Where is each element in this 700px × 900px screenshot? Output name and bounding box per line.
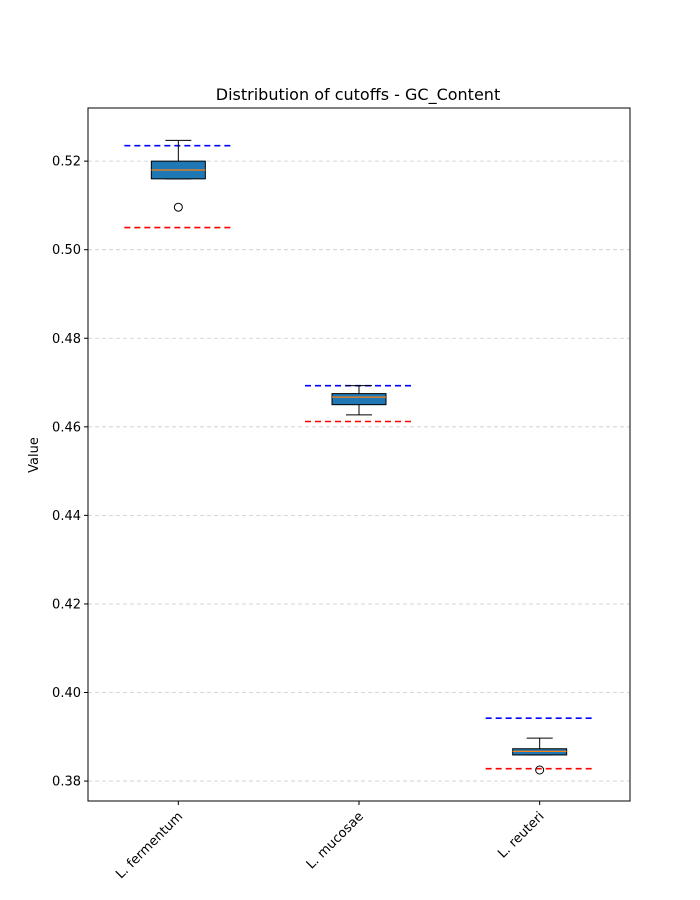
box-group [512, 737, 568, 775]
y-tick-label: 0.44 [52, 509, 81, 524]
y-tick-label: 0.42 [52, 597, 81, 612]
x-axis: L. fermentum L. mucosae L. reuteri [113, 801, 547, 882]
box-group [150, 139, 206, 212]
x-tick-label: L. mucosae [304, 809, 367, 872]
box-layer [150, 139, 568, 775]
outlier-point [535, 765, 545, 775]
y-axis: 0.38 0.40 0.42 0.44 0.46 0.48 0.50 0.52 [52, 155, 88, 790]
cutoff-layer [124, 144, 594, 770]
grid-layer [88, 160, 630, 782]
y-tick-label: 0.38 [52, 775, 81, 790]
chart-title: Distribution of cutoffs - GC_Content [216, 85, 500, 105]
y-tick-label: 0.46 [52, 420, 81, 435]
y-tick-label: 0.48 [52, 332, 81, 347]
box-body [331, 393, 387, 406]
outlier-point [173, 202, 183, 212]
box-group [331, 385, 387, 416]
x-tick-label: L. fermentum [113, 809, 186, 882]
x-tick-label: L. reuteri [495, 809, 547, 861]
y-tick-label: 0.50 [52, 243, 81, 258]
plot-frame [87, 107, 631, 802]
y-tick-label: 0.52 [52, 155, 81, 170]
y-axis-label: Value [27, 437, 42, 473]
y-tick-label: 0.40 [52, 686, 81, 701]
